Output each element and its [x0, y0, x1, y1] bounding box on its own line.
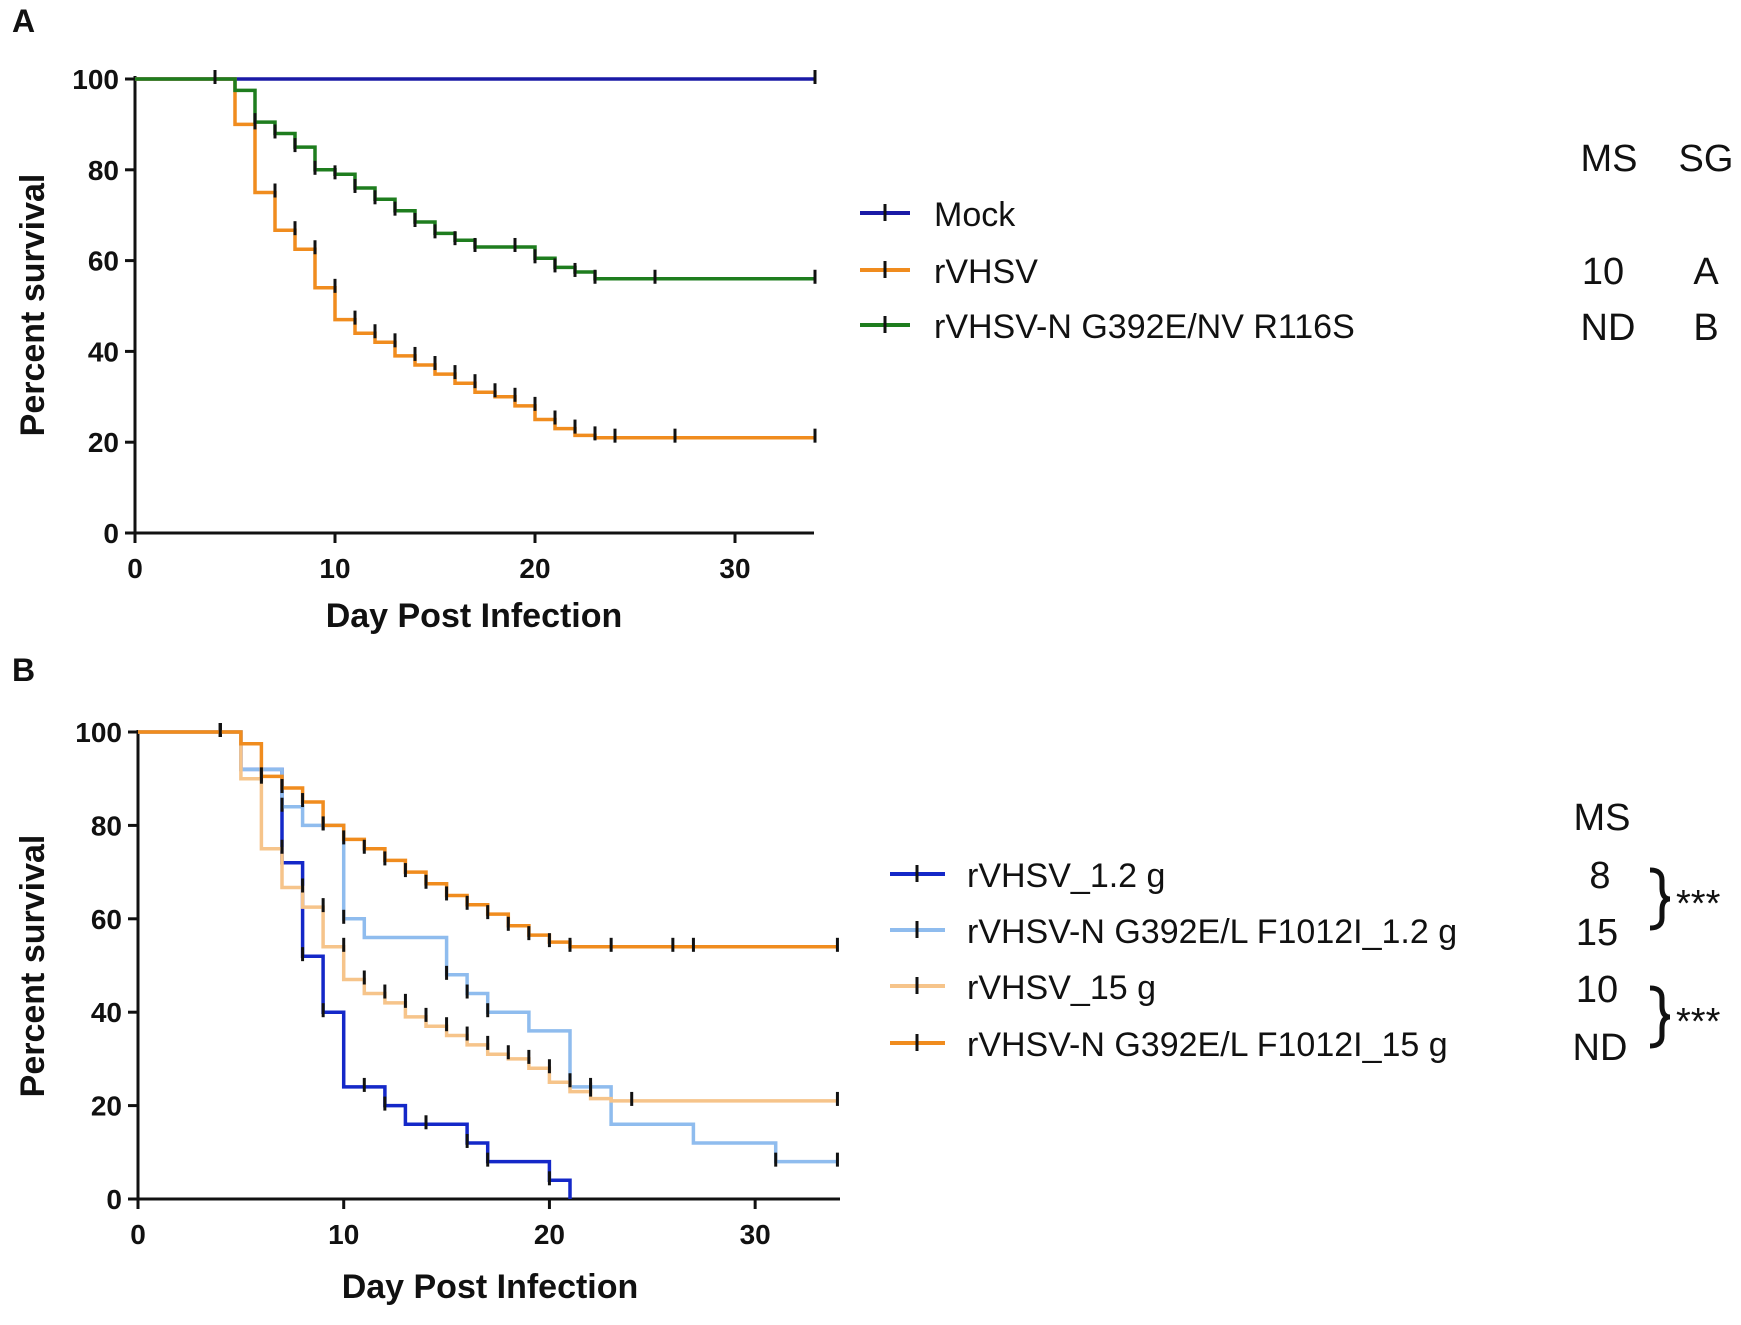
panel-a-y-tick-label: 80	[88, 155, 119, 186]
panel-b-y-ticks: 0 20 40 60 80 100	[75, 717, 138, 1215]
panel-b-y-tick-label: 20	[91, 1091, 122, 1122]
panel-a-x-tick-label: 0	[127, 553, 143, 584]
panel-b-series-rvhsv-n-g392e-l-f1012i-15-g	[138, 723, 839, 952]
legend-label-rvhsv-n-1-2g: rVHSV-N G392E/L F1012I_1.2 g	[967, 913, 1457, 951]
significance-bracket-1-2g	[1649, 867, 1671, 931]
stat-ms-rvhsv-15g: 10	[1576, 969, 1618, 1011]
legend-item-rvhsv-n-15g: rVHSV-N G392E/L F1012I_15 g	[890, 1026, 1448, 1064]
panel-a-y-ticks: 0 20 40 60 80 100	[72, 64, 135, 549]
panel-b-y-tick-label: 80	[91, 810, 122, 841]
legend-label-rvhsv-n-15g: rVHSV-N G392E/L F1012I_15 g	[967, 1026, 1448, 1064]
stat-header-ms: MS	[1581, 138, 1638, 180]
panel-b-y-tick-label: 100	[75, 717, 122, 748]
panel-a-y-tick-label: 40	[88, 336, 119, 367]
panel-a-series-mock	[135, 70, 817, 84]
stat-ms-rvhsv-n-g392e-nv-r116s: ND	[1581, 307, 1636, 349]
panel-a-series-rvhsv-n-g392e-nv-r116s	[135, 70, 817, 284]
legend-label-rvhsv-15g: rVHSV_15 g	[967, 969, 1156, 1007]
stat-ms-rvhsv-n-1-2g: 15	[1576, 912, 1618, 954]
panel-b-label: B	[12, 652, 35, 688]
legend-item-rvhsv-n-1-2g: rVHSV-N G392E/L F1012I_1.2 g	[890, 913, 1457, 951]
significance-marker-1-2g: ***	[1676, 883, 1721, 925]
panel-b-series-rvhsv-15-g	[138, 723, 839, 1106]
panel-a-curves	[135, 70, 817, 443]
panel-a-x-ticks: 0 10 20 30	[127, 533, 751, 584]
legend-label-rvhsv: rVHSV	[934, 253, 1038, 291]
panel-a-label: A	[12, 3, 35, 39]
panel-a-series-rvhsv	[135, 70, 817, 443]
panel-b-x-ticks: 0 10 20 30	[130, 1199, 771, 1250]
panel-b-x-tick-label: 10	[328, 1219, 359, 1250]
panel-a-stats-table: MS SG 10 A ND B	[1581, 138, 1734, 349]
panel-a-legend: Mock rVHSV rVHSV-N G392E/NV R116S	[860, 196, 1355, 346]
panel-b-stats-table: MS 8 15 10 ND *** ***	[1573, 797, 1721, 1069]
panel-a-x-axis-title: Day Post Infection	[326, 597, 623, 635]
significance-marker-15g: ***	[1676, 1001, 1721, 1043]
panel-b-x-axis-title: Day Post Infection	[342, 1268, 639, 1306]
panel-b-legend: rVHSV_1.2 g rVHSV-N G392E/L F1012I_1.2 g…	[890, 857, 1457, 1064]
panel-a-x-tick-label: 20	[519, 553, 550, 584]
panel-b-y-tick-label: 60	[91, 904, 122, 935]
panel-a-y-axis-title: Percent survival	[14, 174, 52, 437]
panel-a-y-tick-label: 0	[103, 518, 119, 549]
panel-b-plot-area: 0 20 40 60 80 100 0 10 20 30	[75, 717, 840, 1250]
panel-a-x-tick-label: 30	[719, 553, 750, 584]
stat-sg-rvhsv: A	[1693, 251, 1719, 293]
legend-item-rvhsv-1-2g: rVHSV_1.2 g	[890, 857, 1165, 895]
legend-label-rvhsv-n-g392e-nv-r116s: rVHSV-N G392E/NV R116S	[934, 308, 1355, 346]
panel-b-curve-rvhsv-n-g392e-l-f1012i-1-2-g	[138, 730, 838, 1164]
panel-b-curves	[138, 723, 839, 1199]
legend-label-rvhsv-1-2g: rVHSV_1.2 g	[967, 857, 1165, 895]
stat-ms-rvhsv-n-15g: ND	[1573, 1027, 1628, 1069]
stat-ms-rvhsv-1-2g: 8	[1589, 855, 1610, 897]
panel-b-series-rvhsv-1-2-g	[138, 723, 572, 1199]
legend-item-rvhsv: rVHSV	[860, 253, 1038, 291]
panel-b-curve-rvhsv-1-2-g	[138, 730, 572, 1199]
panel-b-x-tick-label: 30	[740, 1219, 771, 1250]
panel-b-x-tick-label: 20	[534, 1219, 565, 1250]
legend-label-mock: Mock	[934, 196, 1016, 234]
legend-item-mock: Mock	[860, 196, 1016, 234]
stat-header-sg: SG	[1679, 138, 1734, 180]
legend-item-rvhsv-15g: rVHSV_15 g	[890, 969, 1156, 1007]
legend-item-rvhsv-n-g392e-nv-r116s: rVHSV-N G392E/NV R116S	[860, 308, 1355, 346]
panel-b-y-tick-label: 40	[91, 997, 122, 1028]
panel-b-y-tick-label: 0	[106, 1184, 122, 1215]
panel-a-plot-area: 0 20 40 60 80 100 0 10 20 30	[72, 64, 817, 584]
panel-b-y-axis-title: Percent survival	[14, 835, 52, 1098]
panel-a-y-tick-label: 100	[72, 64, 119, 95]
panel-b-series-rvhsv-n-g392e-l-f1012i-1-2-g	[138, 723, 839, 1167]
panel-a-x-tick-label: 10	[319, 553, 350, 584]
stat-header-ms: MS	[1574, 797, 1631, 839]
panel-a-y-tick-label: 20	[88, 427, 119, 458]
stat-ms-rvhsv: 10	[1582, 251, 1624, 293]
stat-sg-rvhsv-n-g392e-nv-r116s: B	[1693, 307, 1718, 349]
panel-a-y-tick-label: 60	[88, 246, 119, 277]
significance-bracket-15g	[1649, 985, 1671, 1049]
panel-b-x-tick-label: 0	[130, 1219, 146, 1250]
